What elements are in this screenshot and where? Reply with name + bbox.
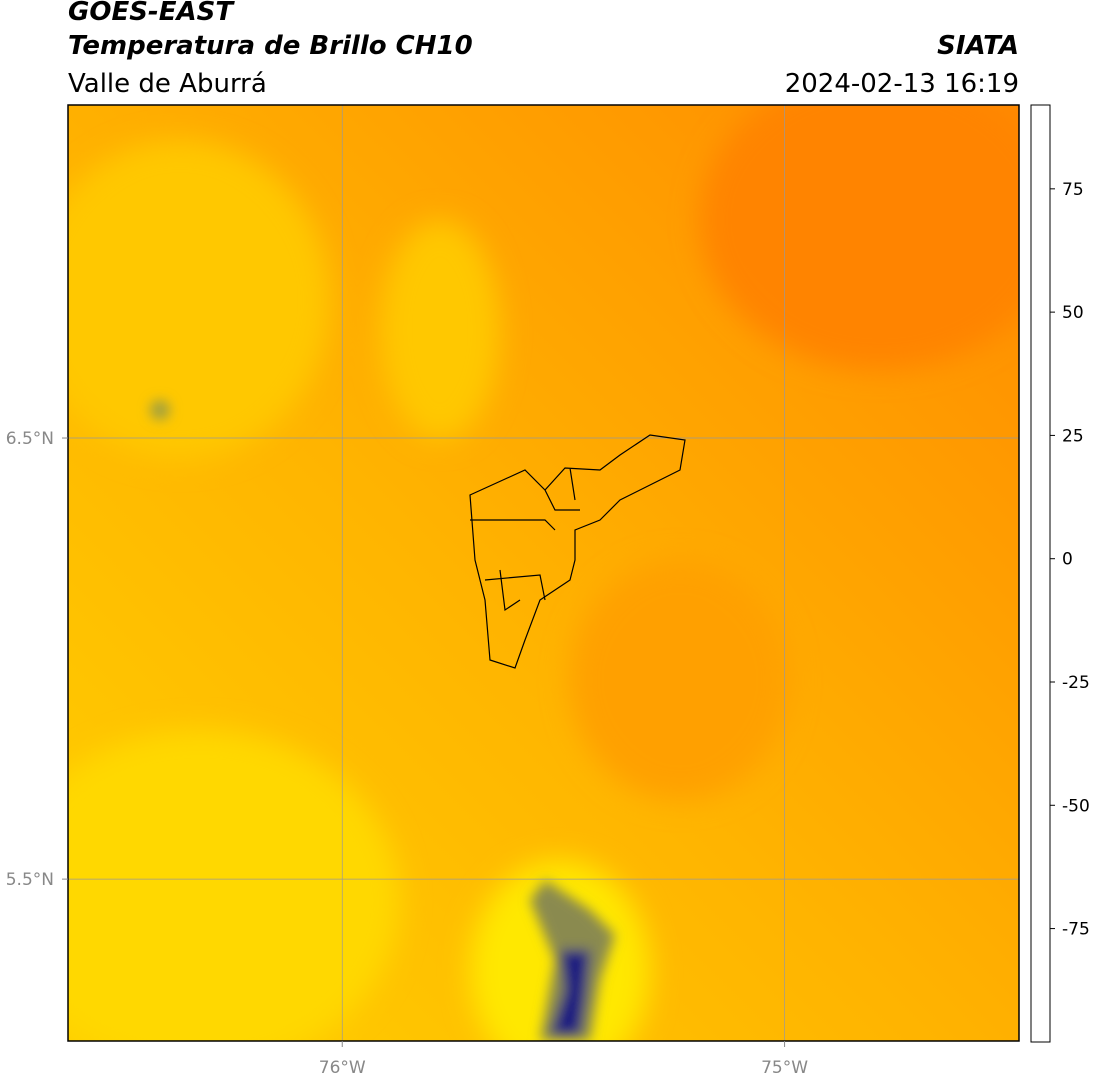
title: GOES-EAST <box>68 0 235 27</box>
field <box>68 105 1019 1041</box>
colorbar-tick-label: 25 <box>1062 426 1084 446</box>
source: SIATA <box>937 31 1019 61</box>
lat-tick-label: 6.5°N <box>6 429 54 449</box>
colorbar-tick-label: -50 <box>1062 796 1090 816</box>
colorbar-tick-label: 75 <box>1062 180 1084 200</box>
lon-tick-label: 76°W <box>319 1058 366 1078</box>
colorbar <box>1030 104 1051 1043</box>
region: Valle de Aburrá <box>68 69 267 99</box>
lat-tick-label: 5.5°N <box>6 870 54 890</box>
municipal-boundaries <box>469 434 686 669</box>
colorbar-tick-label: 0 <box>1062 550 1073 570</box>
colorbar-tick-label: 50 <box>1062 303 1084 323</box>
lon-tick-label: 75°W <box>761 1058 808 1078</box>
graticule <box>68 105 1019 1041</box>
colorbar-tick-label: -25 <box>1062 673 1090 693</box>
map-frame <box>67 104 1020 1042</box>
datetime: 2024-02-13 16:19 <box>785 69 1019 99</box>
colorbar-tick-label: -75 <box>1062 920 1090 940</box>
subtitle: Temperatura de Brillo CH10 <box>68 31 473 61</box>
